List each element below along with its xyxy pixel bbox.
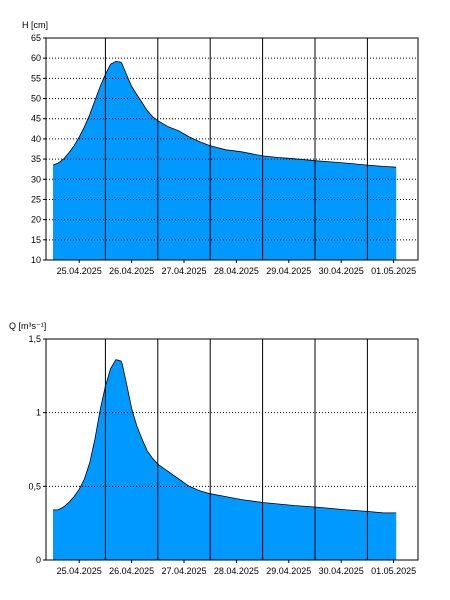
y-axis-label: H [cm] [22,20,48,30]
plot-area: 0 0,5 1 1,5 25.04.2025 26.04.2025 27.04.2025 28… [28,334,419,576]
y-tick-label: 1,5 [28,334,41,344]
y-tick-label: 20 [31,215,41,225]
x-tick-label: 27.04.2025 [161,266,206,276]
series-area [53,359,397,560]
x-tick-label: 26.04.2025 [109,566,154,576]
y-tick-label: 0,5 [28,481,41,491]
y-tick-label: 40 [31,134,41,144]
series-line [53,359,397,514]
x-tick-label: 28.04.2025 [214,566,259,576]
x-tick-label: 29.04.2025 [266,566,311,576]
y-tick-label: 35 [31,154,41,164]
y-tick-label: 25 [31,194,41,204]
x-tick-label: 26.04.2025 [109,266,154,276]
water-level-chart: H [cm] 10 15 20 25 30 35 40 45 50 55 60 65 25.04.202… [22,20,419,276]
x-tick-label: 01.05.2025 [371,566,416,576]
plot-frame [45,37,419,261]
y-tick-label: 15 [31,235,41,245]
x-tick-label: 25.04.2025 [57,266,102,276]
y-tick-label: 30 [31,174,41,184]
y-tick-label: 60 [31,53,41,63]
y-tick-label: 65 [31,33,41,43]
y-tick-label: 10 [31,255,41,265]
x-tick-label: 30.04.2025 [319,266,364,276]
x-tick-label: 25.04.2025 [57,566,102,576]
x-tick-label: 28.04.2025 [214,266,259,276]
x-tick-label: 30.04.2025 [319,566,364,576]
x-tick-label: 01.05.2025 [371,266,416,276]
discharge-chart: Q [m³s⁻¹] 0 0,5 1 1,5 25.04.2025 26.04.2025 27… [9,321,419,576]
series-area [53,61,397,261]
series-line [52,60,397,168]
y-tick-label: 45 [31,114,41,124]
y-tick-label: 50 [31,94,41,104]
plot-area: 10 15 20 25 30 35 40 45 50 55 60 65 25.04.2025 26.04.… [31,33,419,276]
plot-frame [45,338,419,561]
y-tick-label: 1 [36,408,41,418]
y-tick-label: 55 [31,73,41,83]
x-tick-label: 29.04.2025 [266,266,311,276]
y-tick-label: 0 [36,555,41,565]
x-tick-label: 27.04.2025 [161,566,206,576]
y-axis-label: Q [m³s⁻¹] [9,321,46,331]
